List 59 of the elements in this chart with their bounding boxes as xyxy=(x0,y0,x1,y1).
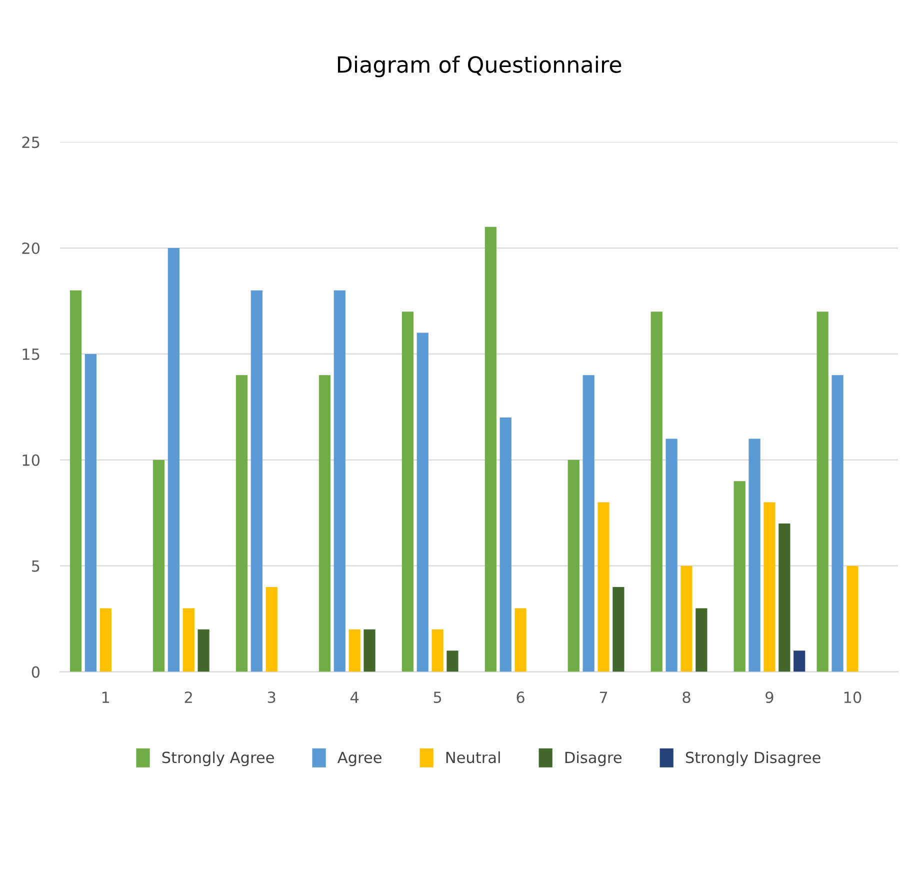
y-tick-label: 15 xyxy=(22,348,40,360)
bar xyxy=(598,502,610,672)
bar xyxy=(748,438,760,672)
bar xyxy=(70,290,82,672)
bar xyxy=(734,481,746,672)
bar xyxy=(168,248,180,672)
bar xyxy=(152,460,165,672)
y-tick-label: 5 xyxy=(32,560,40,572)
x-tick-label: 8 xyxy=(682,691,690,704)
y-tick-label: 0 xyxy=(32,666,40,678)
bar xyxy=(778,523,790,672)
bar xyxy=(446,650,458,672)
bar xyxy=(236,375,248,672)
bar xyxy=(764,502,776,672)
bar xyxy=(402,312,414,672)
x-tick-label: 9 xyxy=(766,691,774,704)
x-tick-label: 10 xyxy=(844,691,862,704)
x-tick-label: 1 xyxy=(102,692,110,703)
legend-label: Strongly Disagree xyxy=(686,751,820,766)
bar xyxy=(680,566,692,672)
bar xyxy=(696,608,708,672)
x-tick-label: 5 xyxy=(434,692,442,704)
bar xyxy=(794,650,806,672)
bar xyxy=(250,290,262,672)
bar xyxy=(612,587,624,672)
y-tick-label: 10 xyxy=(22,454,40,466)
bar xyxy=(84,354,97,672)
bar xyxy=(318,375,331,672)
bar xyxy=(832,375,844,672)
x-tick-label: 4 xyxy=(350,692,359,703)
legend-label: Neutral xyxy=(446,751,500,764)
bar xyxy=(100,608,112,672)
bar xyxy=(182,608,194,672)
bar xyxy=(348,629,360,672)
bar xyxy=(650,312,662,672)
bar xyxy=(666,438,678,672)
bar xyxy=(266,587,278,672)
bar xyxy=(198,629,210,672)
bar xyxy=(416,332,428,672)
bar xyxy=(500,418,512,672)
x-tick-label: 6 xyxy=(516,691,524,704)
legend-label: Disagre xyxy=(565,751,622,766)
bar xyxy=(816,312,828,672)
bar xyxy=(484,226,496,672)
bar xyxy=(364,629,376,672)
y-tick-label: 20 xyxy=(22,242,40,254)
bar xyxy=(582,375,594,672)
bar xyxy=(846,566,858,672)
x-tick-label: 7 xyxy=(600,692,608,703)
bar xyxy=(432,629,444,672)
y-tick-label: 25 xyxy=(22,136,40,148)
x-tick-label: 2 xyxy=(184,691,192,703)
legend-label: Agree xyxy=(337,752,382,766)
chart-title: Diagram of Questionnaire xyxy=(338,56,622,78)
x-tick-label: 3 xyxy=(268,691,276,704)
bar xyxy=(514,608,526,672)
bar xyxy=(568,460,580,672)
bar xyxy=(334,290,346,672)
legend-label: Strongly Agree xyxy=(162,751,274,766)
